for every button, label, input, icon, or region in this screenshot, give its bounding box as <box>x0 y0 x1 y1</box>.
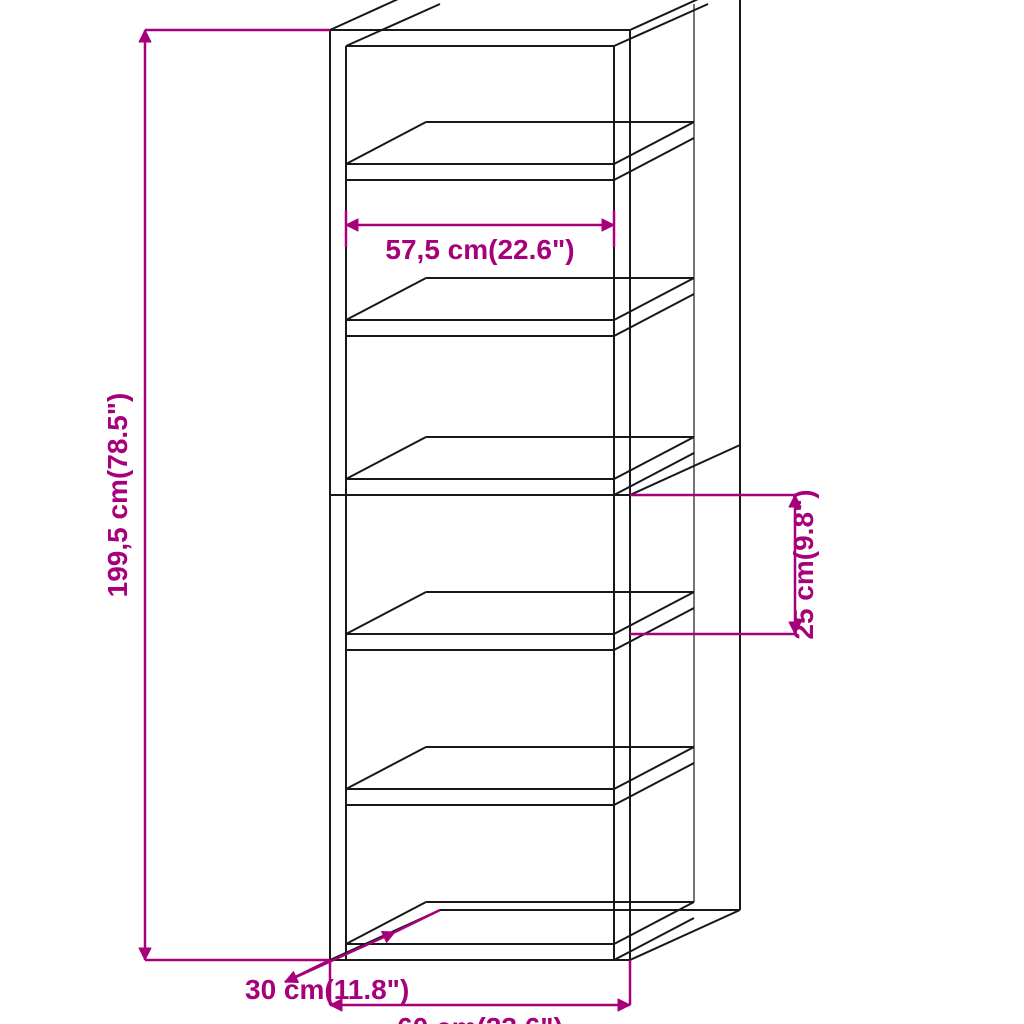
bookcase-drawing <box>330 0 740 960</box>
dim-height-label: 199,5 cm(78.5") <box>102 393 133 598</box>
dim-width-label: 60 cm(23.6") <box>397 1012 563 1024</box>
dim-depth-label: 30 cm(11.8") <box>245 974 409 1005</box>
dim-shelf-gap-label: 25 cm(9.8") <box>788 489 819 639</box>
dim-inner-width-label: 57,5 cm(22.6") <box>385 234 574 265</box>
